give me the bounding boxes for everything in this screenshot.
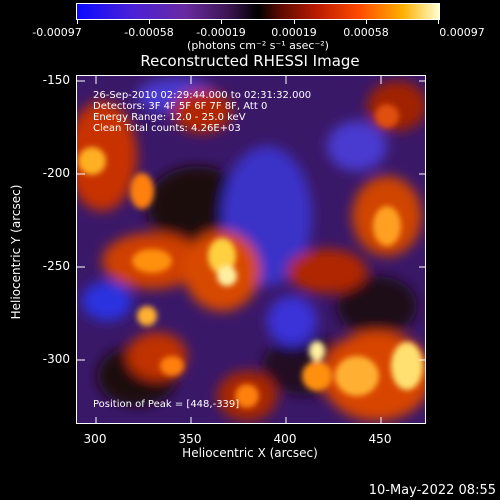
colorbar-label-4: 0.00058: [343, 26, 389, 39]
image-map[interactable]: 26-Sep-2010 02:29:44.000 to 02:31:32.000…: [76, 75, 426, 424]
y-tick-label: -200: [42, 166, 70, 180]
colorbar-label-2: -0.00019: [196, 26, 246, 39]
y-tick-label: -150: [42, 73, 70, 87]
info-peak-position: Position of Peak = [448,-339]: [93, 399, 240, 410]
x-tick-label: 400: [273, 432, 297, 446]
x-tick-label: 450: [368, 432, 392, 446]
rhessi-image: [77, 76, 425, 423]
y-tick-label: -300: [42, 352, 70, 366]
colorbar-label-1: -0.00058: [124, 26, 174, 39]
x-tick-label: 350: [178, 432, 202, 446]
info-time-range: 26-Sep-2010 02:29:44.000 to 02:31:32.000: [93, 90, 312, 101]
colorbar-label-3: 0.00019: [271, 26, 317, 39]
x-tick-label: 300: [83, 432, 107, 446]
info-energy-range: Energy Range: 12.0 - 25.0 keV: [93, 112, 246, 123]
info-detectors: Detectors: 3F 4F 5F 6F 7F 8F, Att 0: [93, 101, 268, 112]
colorbar: [76, 3, 440, 20]
y-tick-label: -250: [42, 259, 70, 273]
timestamp: 10-May-2022 08:55: [368, 483, 496, 498]
colorbar-units: (photons cm⁻² s⁻¹ asec⁻²): [187, 39, 329, 52]
y-axis-label: Heliocentric Y (arcsec): [9, 184, 23, 320]
colorbar-label-0: -0.00097: [32, 26, 82, 39]
x-axis-label: Heliocentric X (arcsec): [182, 446, 318, 460]
info-clean-counts: Clean Total counts: 4.26E+03: [93, 123, 241, 134]
colorbar-label-5: 0.00097: [439, 26, 485, 39]
plot-title: Reconstructed RHESSI Image: [140, 52, 360, 70]
